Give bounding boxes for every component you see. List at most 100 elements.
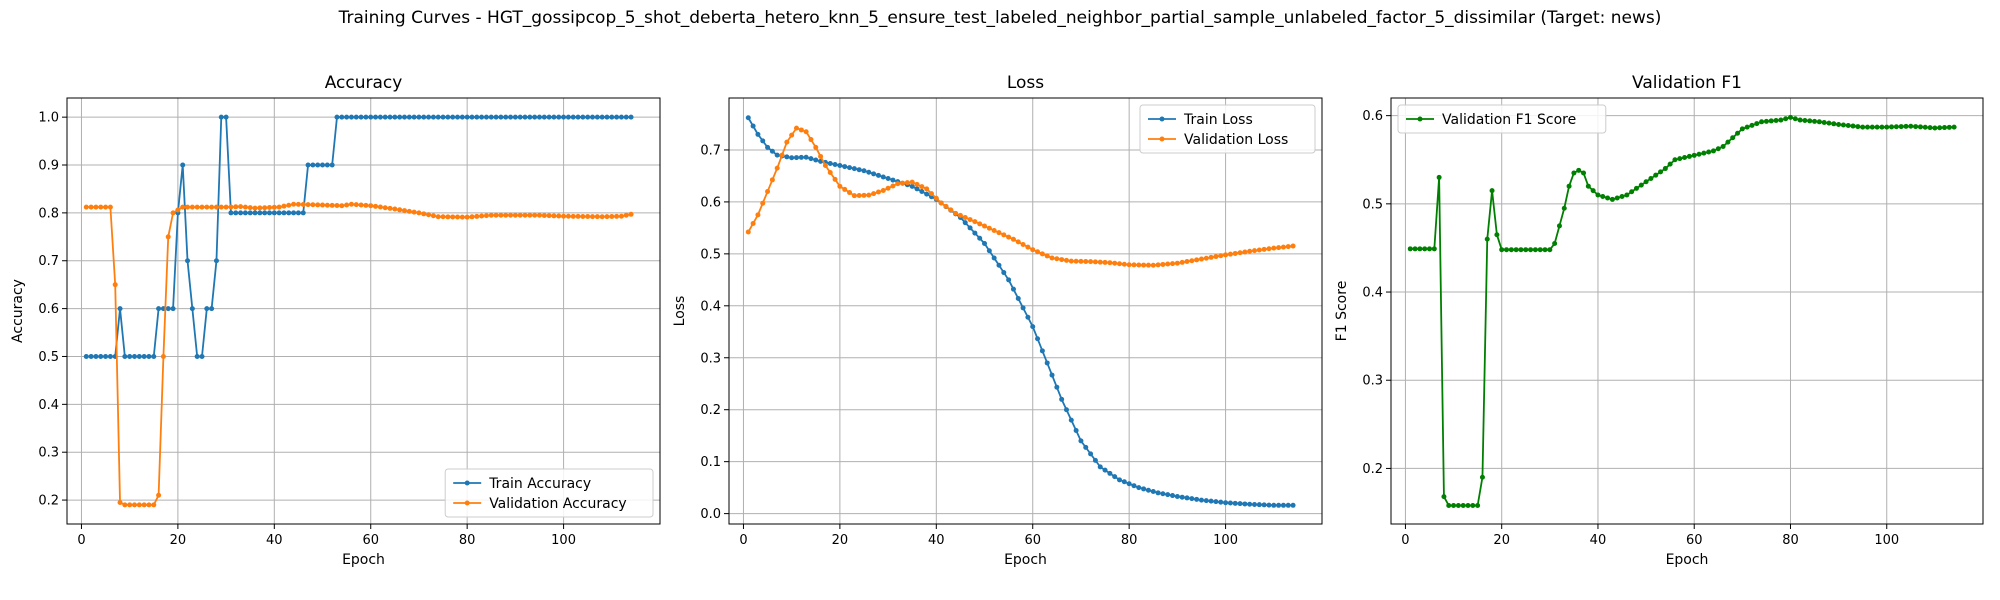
data-point	[1768, 118, 1774, 124]
data-point	[117, 306, 123, 312]
data-point	[522, 114, 528, 120]
data-point	[329, 202, 335, 208]
data-point	[377, 204, 383, 210]
data-point	[271, 210, 277, 216]
data-point	[779, 152, 785, 158]
data-point	[871, 191, 877, 197]
data-point	[1840, 122, 1846, 128]
data-point	[146, 353, 152, 359]
data-point	[1523, 247, 1529, 253]
data-point	[170, 210, 176, 216]
data-point	[1044, 360, 1050, 366]
data-point	[228, 204, 234, 210]
data-point	[1460, 502, 1466, 508]
data-point	[933, 195, 939, 201]
data-point	[546, 213, 552, 219]
data-point	[1739, 126, 1745, 132]
data-point	[151, 353, 157, 359]
data-point	[895, 181, 901, 187]
data-point	[1735, 130, 1741, 136]
data-point	[551, 213, 557, 219]
data-point	[1807, 118, 1813, 124]
data-point	[213, 258, 219, 264]
data-point	[1845, 123, 1851, 129]
data-point	[1725, 139, 1731, 145]
data-point	[1778, 117, 1784, 123]
data-point	[1097, 259, 1103, 265]
x-tick-label: 80	[1782, 533, 1799, 548]
data-point	[1136, 262, 1142, 268]
data-point	[967, 225, 973, 231]
data-point	[445, 114, 451, 120]
data-point	[1280, 502, 1286, 508]
data-point	[199, 353, 205, 359]
data-point	[1015, 296, 1021, 302]
data-point	[623, 212, 629, 218]
data-point	[527, 114, 533, 120]
data-point	[170, 306, 176, 312]
data-point	[262, 205, 268, 211]
data-point	[1710, 148, 1716, 154]
data-point	[1855, 124, 1861, 130]
data-point	[1227, 500, 1233, 506]
data-point	[1898, 124, 1904, 130]
data-point	[1256, 502, 1262, 508]
data-point	[1285, 502, 1291, 508]
data-point	[1937, 125, 1943, 131]
data-point	[348, 114, 354, 120]
data-point	[469, 214, 475, 220]
data-point	[996, 262, 1002, 268]
data-point	[609, 213, 615, 219]
data-point	[789, 132, 795, 138]
data-point	[189, 204, 195, 210]
data-point	[1266, 502, 1272, 508]
figure-title: Training Curves - HGT_gossipcop_5_shot_d…	[338, 8, 1662, 28]
data-point	[1942, 125, 1947, 131]
data-point	[1174, 493, 1180, 499]
data-point	[570, 114, 576, 120]
data-point	[324, 162, 330, 168]
data-point	[1237, 250, 1243, 256]
y-tick-label: 0.3	[700, 351, 721, 366]
data-point	[464, 114, 470, 120]
data-point	[387, 205, 393, 211]
data-point	[794, 125, 799, 131]
chart-panel-2: 0 20 40 60 80 100 0.0 0.1 0.2 0.3 0.4 0.5 0.6 0.7 Loss…	[672, 73, 1323, 568]
data-point	[151, 502, 157, 508]
data-point	[266, 205, 272, 211]
data-point	[604, 214, 610, 220]
data-point	[122, 502, 128, 508]
data-point	[185, 204, 191, 210]
data-point	[623, 114, 629, 120]
legend-swatch-marker	[464, 500, 470, 506]
data-point	[223, 204, 229, 210]
data-point	[618, 213, 624, 219]
data-point	[527, 212, 533, 218]
data-point	[1112, 474, 1118, 480]
data-point	[1280, 244, 1286, 250]
data-point	[1691, 152, 1697, 158]
data-point	[1571, 170, 1577, 176]
data-point	[803, 129, 809, 135]
data-point	[1917, 124, 1923, 130]
data-point	[107, 353, 113, 359]
data-point	[982, 240, 988, 246]
data-point	[977, 235, 983, 241]
data-point	[977, 221, 983, 227]
data-point	[488, 212, 494, 218]
legend-label: Train Loss	[1183, 112, 1253, 128]
data-point	[1271, 502, 1277, 508]
data-point	[1470, 502, 1476, 508]
legend-box	[444, 468, 654, 518]
data-point	[1869, 124, 1875, 130]
data-point	[1412, 246, 1418, 252]
data-point	[122, 353, 128, 359]
data-point	[344, 114, 350, 120]
data-point	[320, 162, 326, 168]
data-point	[141, 502, 147, 508]
data-point	[1035, 249, 1041, 255]
data-point	[803, 154, 809, 160]
data-point	[1638, 182, 1644, 188]
data-point	[580, 213, 586, 219]
y-tick-label: 0.0	[700, 507, 721, 522]
